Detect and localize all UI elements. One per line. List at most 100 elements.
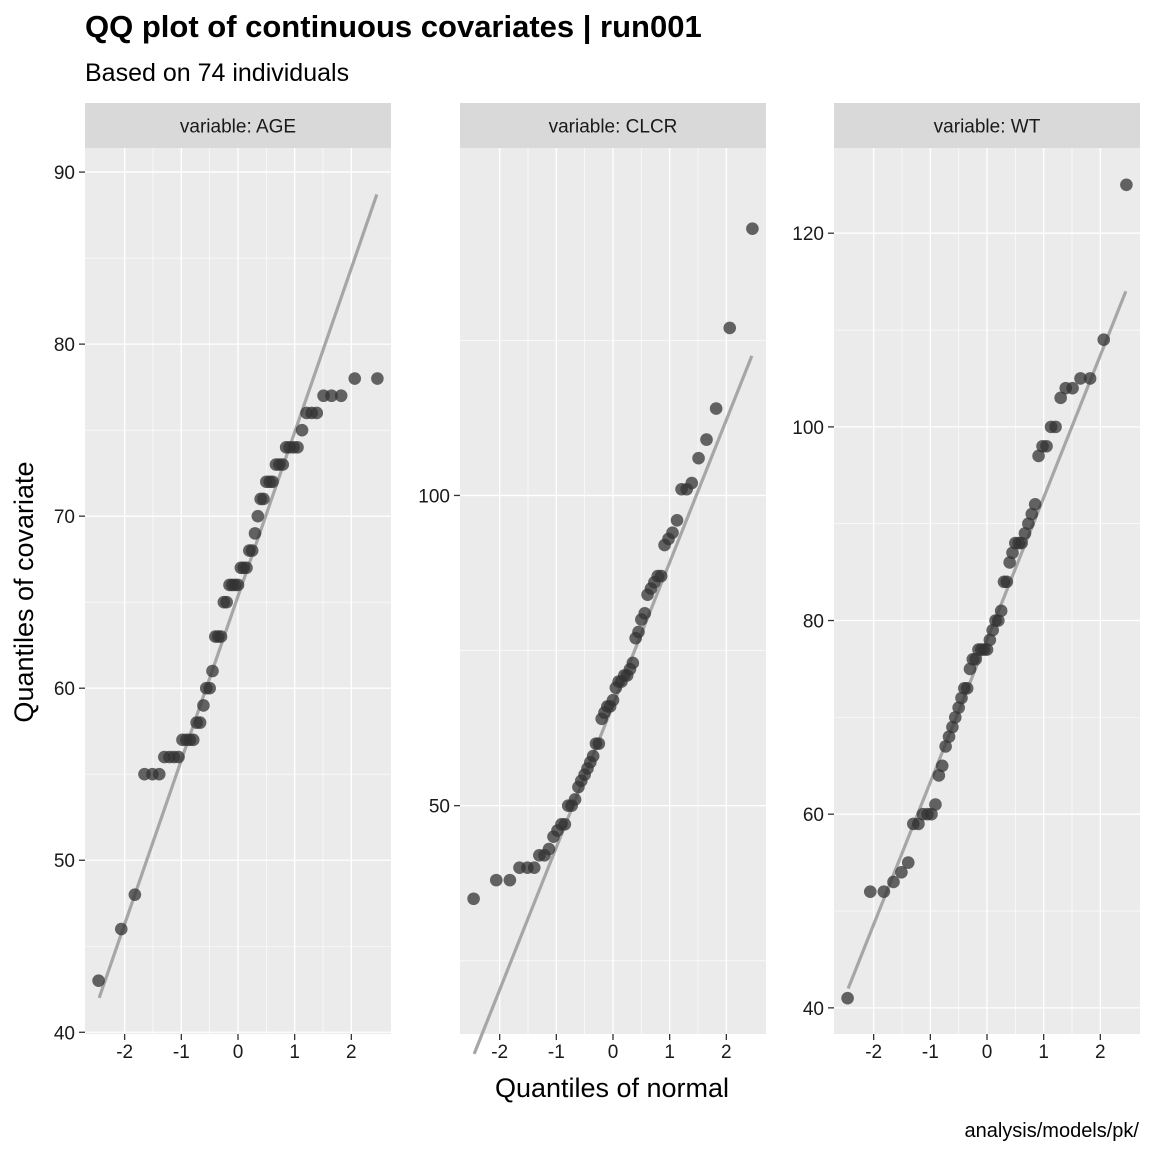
qq-point	[638, 607, 652, 620]
x-tick-label: -2	[491, 1042, 508, 1063]
qq-point	[709, 402, 723, 415]
qq-point	[1040, 439, 1053, 453]
qq-point	[692, 451, 705, 465]
x-tick-label: 0	[982, 1042, 993, 1063]
qq-point	[114, 922, 128, 936]
x-tick-label: 2	[1095, 1042, 1106, 1063]
qq-point	[980, 643, 994, 656]
qq-point	[1003, 556, 1016, 569]
qq-point	[983, 633, 997, 647]
y-axis-title: Quantiles of covariate	[9, 461, 39, 722]
qq-point	[206, 664, 219, 678]
qq-point	[586, 749, 600, 763]
qq-point	[1015, 536, 1028, 550]
y-tick-label: 100	[418, 486, 450, 507]
qq-point	[203, 681, 216, 695]
qq-point	[193, 716, 207, 729]
x-tick-label: 0	[608, 1042, 619, 1063]
x-tick-label: 1	[289, 1042, 300, 1063]
qq-point	[887, 875, 900, 889]
qq-point	[1022, 517, 1035, 531]
x-tick-label: 2	[346, 1042, 357, 1063]
caption: analysis/models/pk/	[964, 1120, 1139, 1142]
y-tick-label: 90	[54, 163, 75, 184]
qq-point	[901, 856, 915, 869]
x-tick-label: -2	[865, 1042, 882, 1063]
qq-point	[952, 701, 965, 714]
qq-point	[942, 730, 956, 744]
qq-point	[489, 873, 503, 887]
panel-clcr: variable: CLCR -2 -1 0 1 2 50 100	[418, 103, 766, 1063]
qq-point	[503, 873, 517, 887]
qq-point	[467, 892, 480, 906]
qq-point	[1120, 178, 1133, 192]
qq-point	[1018, 527, 1032, 540]
x-axis-title: Quantiles of normal	[495, 1073, 729, 1103]
qq-point	[932, 769, 946, 782]
qq-point	[92, 974, 105, 987]
facet-strip	[85, 103, 391, 148]
qq-point	[310, 406, 324, 420]
qq-point	[1066, 381, 1079, 395]
qq-point	[251, 509, 265, 523]
y-tick-label: 70	[54, 507, 75, 528]
qq-point	[295, 423, 309, 437]
qq-point	[325, 389, 338, 403]
qq-point	[172, 750, 185, 764]
qq-point	[746, 222, 759, 235]
qq-point	[670, 513, 684, 527]
y-tick-label: 100	[792, 418, 824, 439]
qq-point	[527, 861, 541, 875]
qq-point	[1054, 391, 1067, 405]
qq-point	[348, 372, 362, 385]
qq-point	[912, 817, 925, 831]
qq-point	[700, 433, 713, 446]
qq-point	[1097, 333, 1111, 347]
x-tick-label: -1	[548, 1042, 565, 1063]
x-tick-label: 0	[233, 1042, 244, 1063]
panel-age: variable: AGE -2 -1 0 1 2 40 50 60 70 80 90	[54, 103, 391, 1063]
qq-point	[939, 740, 952, 753]
qq-point	[1000, 575, 1014, 589]
qq-point	[371, 372, 384, 385]
qq-point	[895, 865, 908, 879]
qq-point	[992, 614, 1005, 627]
qq-point	[929, 798, 942, 811]
qq-point	[963, 662, 977, 676]
qq-point	[220, 595, 233, 609]
qq-reference-line	[97, 193, 379, 999]
qq-point	[969, 652, 982, 666]
y-tick-label: 50	[54, 851, 75, 872]
qq-point	[592, 737, 606, 750]
qq-point	[245, 544, 259, 557]
qq-point	[240, 561, 253, 575]
qq-point	[1074, 372, 1087, 385]
qq-point	[334, 389, 348, 403]
qq-point	[685, 476, 699, 490]
qq-point	[606, 693, 620, 707]
qq-point	[841, 991, 854, 1005]
qq-point	[128, 888, 142, 901]
y-tick-label: 50	[429, 797, 450, 818]
x-tick-label: -1	[922, 1042, 939, 1063]
y-tick-label: 40	[803, 999, 824, 1020]
qq-point	[257, 492, 270, 506]
facet-strip-label: variable: AGE	[180, 117, 296, 138]
qq-point	[654, 569, 668, 583]
qq-point	[197, 699, 210, 712]
qq-point	[291, 441, 304, 454]
x-tick-label: 2	[721, 1042, 732, 1063]
qq-point	[1083, 372, 1097, 385]
y-tick-label: 40	[54, 1023, 75, 1044]
x-tick-label: -2	[116, 1042, 133, 1063]
qq-point	[568, 793, 582, 806]
facet-strip	[460, 103, 766, 148]
y-tick-label: 80	[54, 335, 75, 356]
panel-wt: variable: WT -2 -1 0 1 2 40 60 80 100 120	[792, 103, 1140, 1063]
facet-strip	[834, 103, 1140, 148]
y-tick-label: 60	[54, 679, 75, 700]
qq-point	[877, 885, 891, 898]
qq-point	[231, 578, 245, 592]
qq-point	[948, 711, 962, 724]
